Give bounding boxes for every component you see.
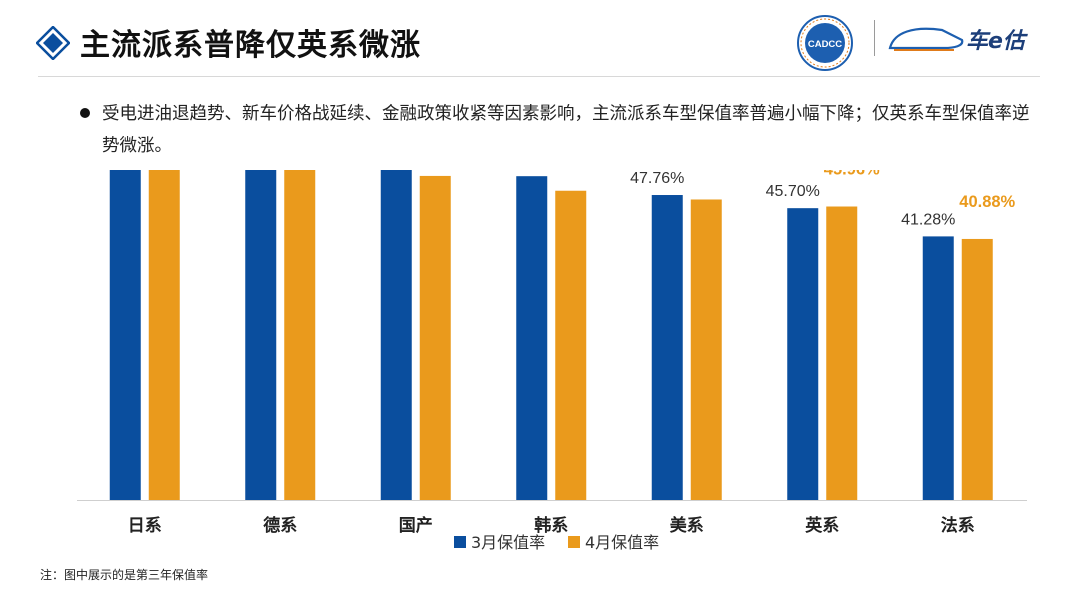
seal-text: CADCC — [808, 39, 842, 50]
bar-april — [419, 175, 451, 501]
bar-march — [651, 195, 683, 500]
bullet-dot — [80, 108, 90, 118]
bar-march — [380, 170, 412, 500]
bar-march — [516, 176, 548, 501]
data-label: 45.96% — [824, 170, 880, 179]
header: 主流派系普降仅英系微涨 CADCC 车e估 — [0, 0, 1080, 78]
category-label: 英系 — [805, 515, 839, 536]
category-label: 日系 — [128, 516, 162, 536]
data-label: 47.76% — [630, 170, 684, 187]
bar-april — [284, 170, 316, 500]
data-label: 47.06% — [688, 170, 744, 171]
logo-divider — [874, 20, 875, 56]
bar-april — [826, 206, 858, 500]
car-logo: 车e估 — [888, 27, 1029, 54]
bar-april — [961, 238, 993, 500]
legend-swatch — [568, 536, 580, 548]
cadcc-seal-logo: CADCC — [797, 15, 853, 71]
category-label: 国产 — [399, 515, 433, 536]
brand-text: 车e估 — [966, 28, 1029, 54]
bar-april — [555, 190, 587, 500]
bar-march — [787, 208, 819, 500]
bar-march — [245, 170, 277, 500]
data-label: 40.88% — [959, 193, 1015, 211]
bar-april — [690, 199, 722, 500]
legend-swatch — [454, 536, 466, 548]
bar-march — [109, 170, 141, 500]
header-divider — [38, 76, 1040, 77]
category-label: 美系 — [670, 515, 704, 536]
bar-march — [922, 236, 954, 500]
description-text: 受电进油退趋势、新车价格战延续、金融政策收紧等因素影响，主流派系车型保值率普遍小… — [102, 104, 1030, 156]
page-title: 主流派系普降仅英系微涨 — [80, 28, 421, 63]
category-label: 韩系 — [534, 515, 568, 536]
footnote: 注：图中展示的是第三年保值率 — [40, 568, 209, 582]
bar-chart: 59.15%58.69%日系56.17%54.43%德系52.61%50.75%… — [77, 170, 1027, 552]
data-label: 45.70% — [766, 183, 820, 200]
data-label: 41.28% — [901, 211, 955, 228]
category-label: 德系 — [263, 515, 297, 536]
legend-label: 4月保值率 — [585, 533, 659, 552]
bar-april — [148, 170, 180, 501]
legend-label: 3月保值率 — [471, 533, 545, 552]
diamond-icon — [36, 26, 70, 60]
category-label: 法系 — [941, 515, 975, 536]
